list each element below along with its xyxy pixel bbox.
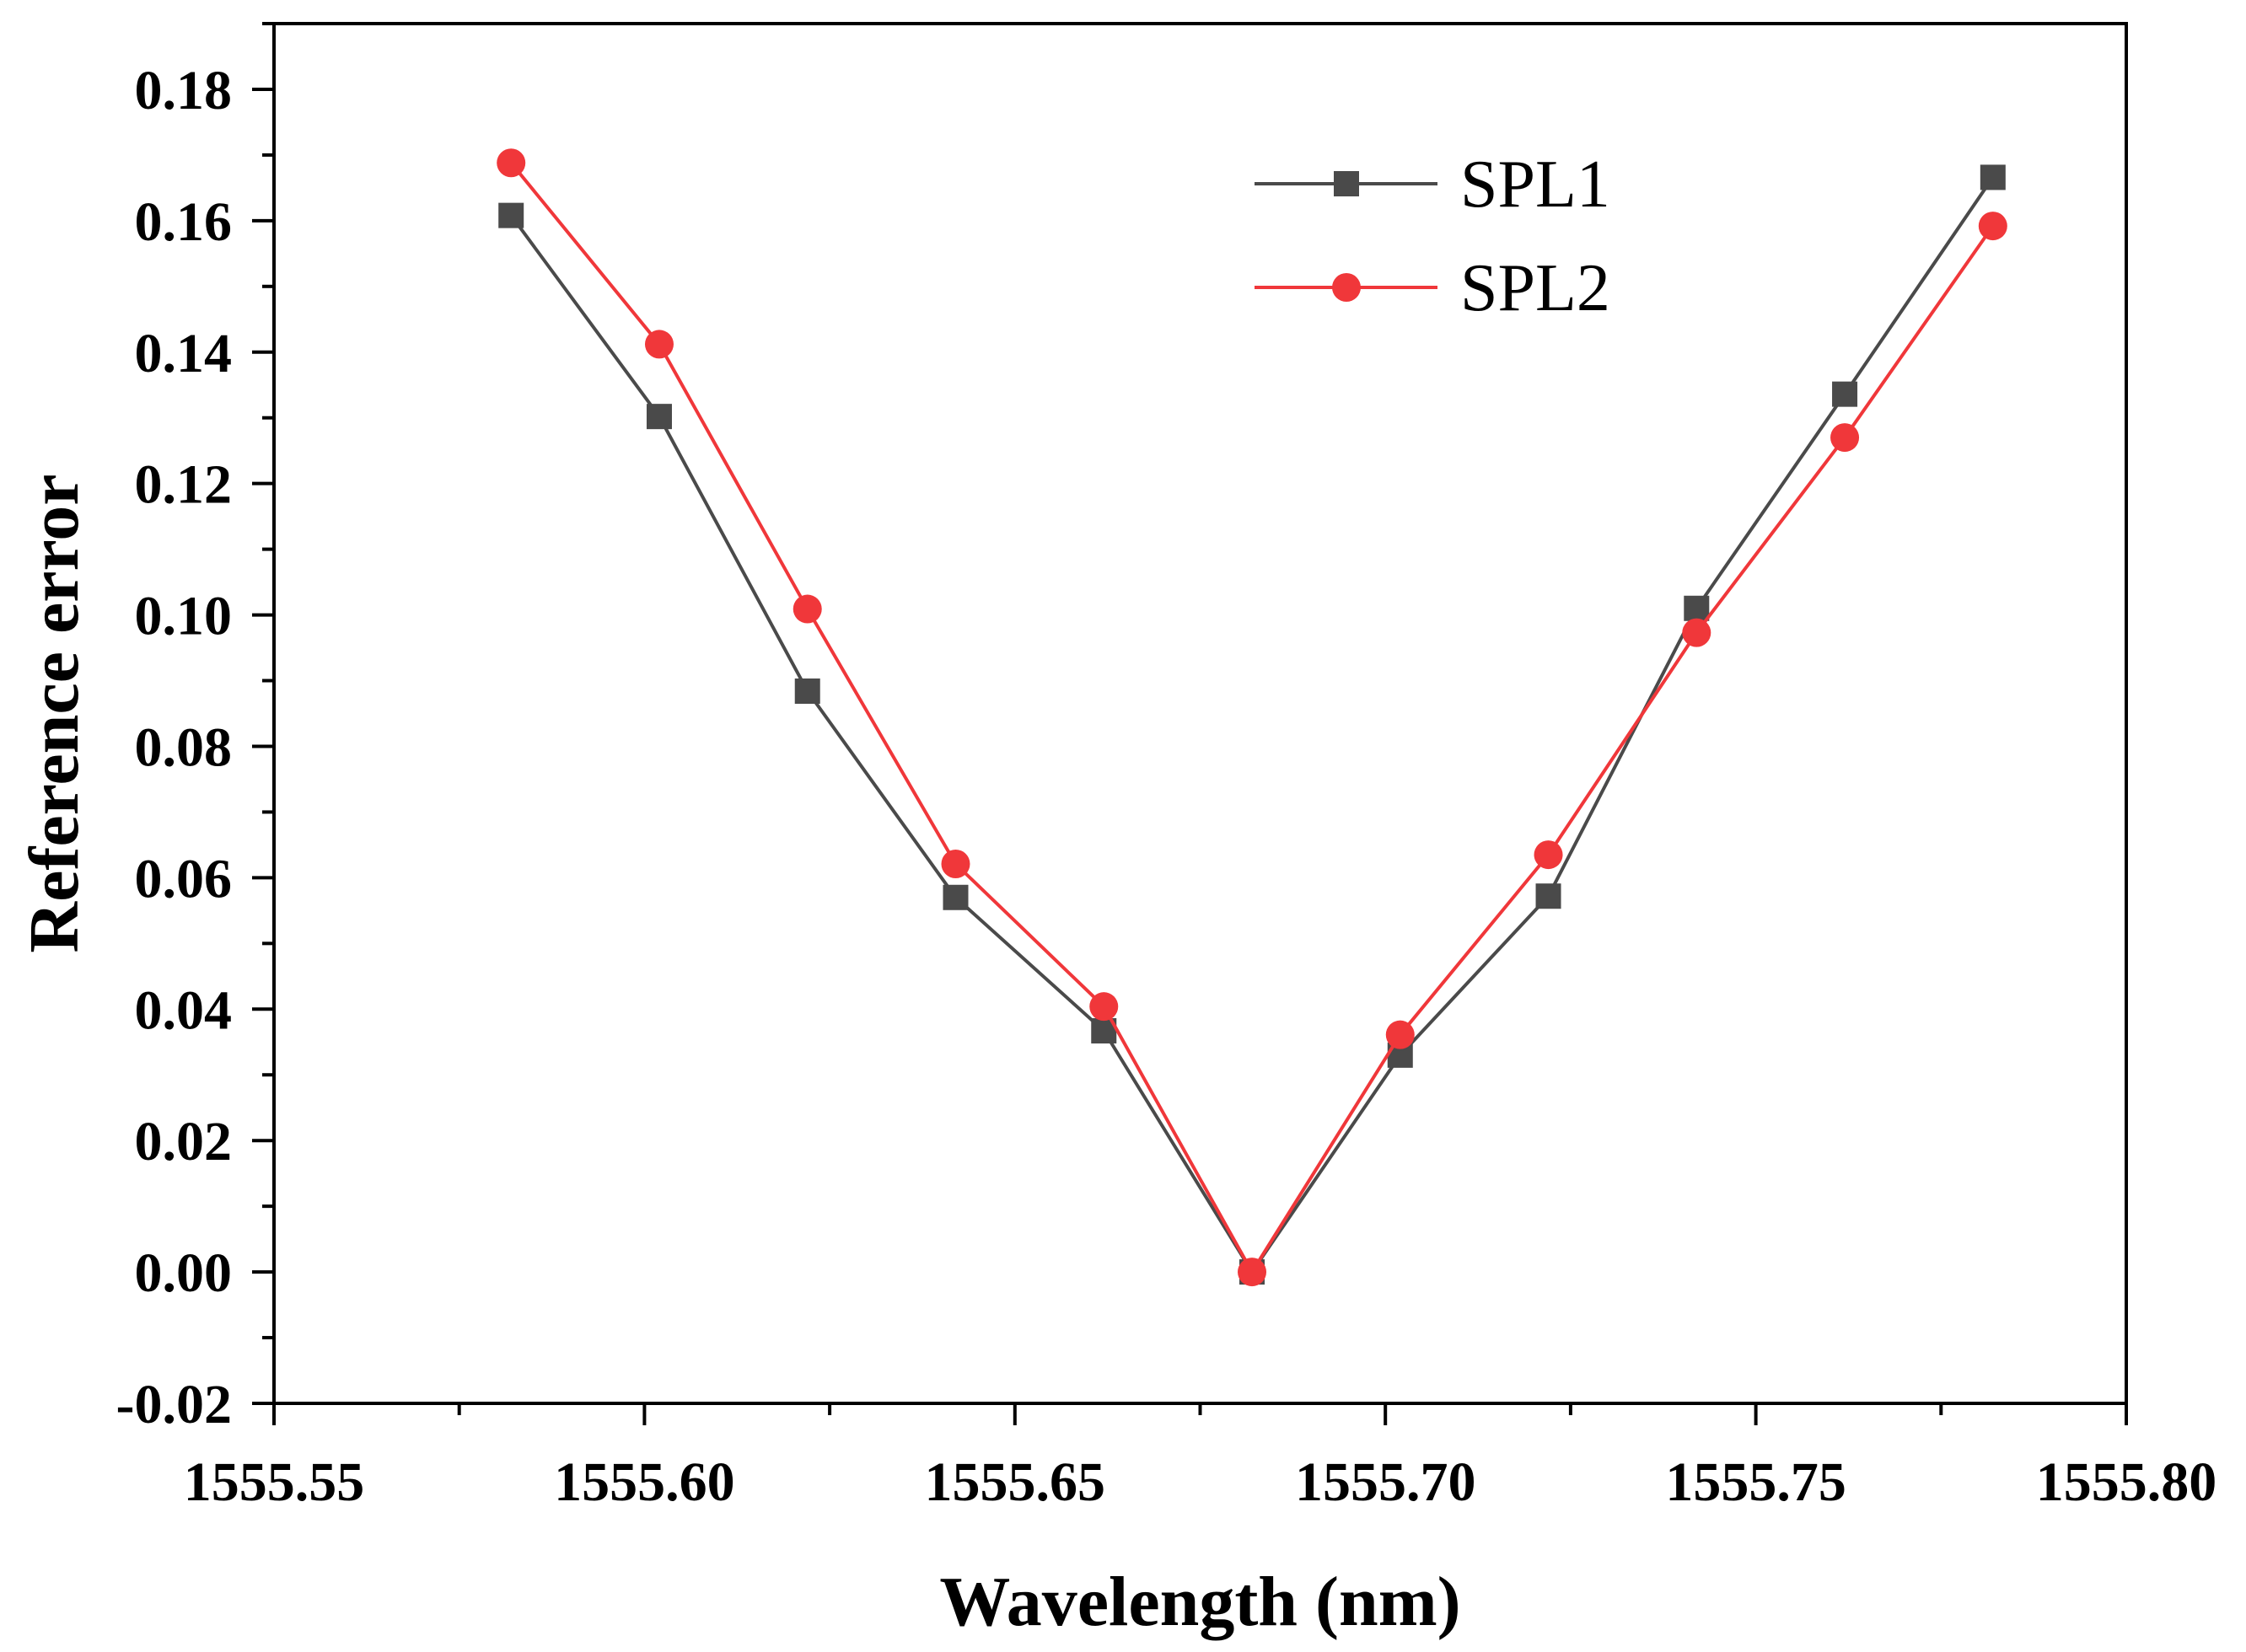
- series-spl2: [497, 148, 2007, 1287]
- y-tick-label: 0.08: [135, 716, 233, 778]
- y-tick-label: 0.16: [135, 191, 233, 253]
- data-point-spl2: [1089, 992, 1119, 1022]
- data-point-spl2: [497, 148, 526, 178]
- data-point-spl2: [1830, 423, 1860, 453]
- data-point-spl1: [943, 884, 969, 910]
- legend-item-spl1: SPL1: [1255, 148, 1610, 222]
- series-spl1: [498, 164, 2006, 1285]
- data-point-spl2: [1978, 212, 2007, 241]
- data-point-spl1: [1535, 883, 1561, 909]
- series-group: [497, 148, 2007, 1287]
- legend-marker: [1334, 171, 1359, 196]
- data-point-spl2: [793, 594, 822, 624]
- x-axis-title: Wavelength (nm): [939, 1563, 1460, 1641]
- y-tick-label: 0.10: [135, 586, 233, 647]
- data-point-spl2: [1682, 618, 1711, 647]
- data-point-spl2: [1238, 1258, 1267, 1287]
- axes: [272, 22, 2128, 1405]
- data-point-spl2: [941, 850, 970, 879]
- y-axis-title: Reference error: [15, 474, 94, 952]
- y-tick-label: 0.12: [135, 454, 233, 516]
- y-tick-label: -0.02: [116, 1374, 232, 1435]
- series-line-spl1: [509, 176, 1995, 1275]
- data-point-spl1: [794, 678, 820, 704]
- legend-label: SPL1: [1460, 148, 1610, 222]
- x-tick-label: 1555.60: [554, 1451, 735, 1513]
- ticks: 1555.55 1555.60 1555.65 1555.70 1555.75 1555.…: [116, 22, 2217, 1513]
- y-tick-label: 0.04: [135, 979, 233, 1041]
- y-tick-label: 0.06: [135, 848, 233, 909]
- legend-item-spl2: SPL2: [1255, 251, 1610, 325]
- data-point-spl1: [1832, 381, 1858, 407]
- data-point-spl1: [1980, 164, 2006, 190]
- series-line-spl2: [509, 161, 1995, 1276]
- y-tick-label: 0.18: [135, 60, 233, 121]
- data-point-spl2: [644, 330, 674, 359]
- plot-frame: [272, 22, 2128, 1405]
- y-tick-label: 0.00: [135, 1242, 233, 1304]
- legend-marker: [1332, 273, 1361, 302]
- x-tick-label: 1555.55: [184, 1451, 365, 1513]
- data-point-spl1: [498, 202, 524, 228]
- data-point-spl2: [1534, 840, 1563, 870]
- x-tick-label: 1555.70: [1295, 1451, 1476, 1513]
- data-point-spl2: [1385, 1020, 1415, 1049]
- data-point-spl1: [646, 404, 672, 430]
- legend: SPL1 SPL2: [1255, 148, 1610, 325]
- legend-label: SPL2: [1460, 251, 1610, 325]
- y-tick-label: 0.02: [135, 1111, 233, 1172]
- y-tick-label: 0.14: [135, 323, 233, 384]
- x-tick-label: 1555.65: [925, 1451, 1106, 1513]
- x-tick-label: 1555.80: [2036, 1451, 2217, 1513]
- x-tick-label: 1555.75: [1665, 1451, 1846, 1513]
- data-point-spl1: [1684, 595, 1710, 621]
